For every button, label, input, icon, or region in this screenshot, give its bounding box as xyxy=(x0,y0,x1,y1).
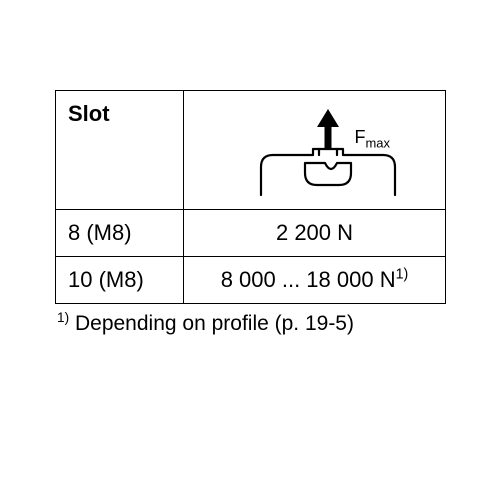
profile-outline-icon xyxy=(261,149,395,195)
cell-value-1: 8 000 ... 18 000 N1) xyxy=(184,257,446,304)
footnote: 1) Depending on profile (p. 19-5) xyxy=(55,304,445,336)
fmax-label: Fmax xyxy=(355,127,390,148)
table-row: 8 (M8) 2 200 N xyxy=(56,210,446,257)
header-slot: Slot xyxy=(56,91,184,210)
arrow-up-icon xyxy=(317,109,339,149)
fmax-symbol: F xyxy=(355,127,366,147)
cell-slot-0: 8 (M8) xyxy=(56,210,184,257)
cell-slot-1: 10 (M8) xyxy=(56,257,184,304)
fmax-subscript: max xyxy=(366,136,390,151)
cell-value-0: 2 200 N xyxy=(184,210,446,257)
footnote-text: Depending on profile (p. 19-5) xyxy=(69,312,354,335)
header-slot-label: Slot xyxy=(68,101,110,126)
footnote-marker: 1) xyxy=(57,310,69,325)
fmax-diagram: Fmax xyxy=(225,103,405,199)
slot-force-table: Slot xyxy=(55,90,446,304)
table-row: 10 (M8) 8 000 ... 18 000 N1) xyxy=(56,257,446,304)
slot-diagram-svg xyxy=(225,103,405,199)
header-diagram-cell: Fmax xyxy=(184,91,446,210)
